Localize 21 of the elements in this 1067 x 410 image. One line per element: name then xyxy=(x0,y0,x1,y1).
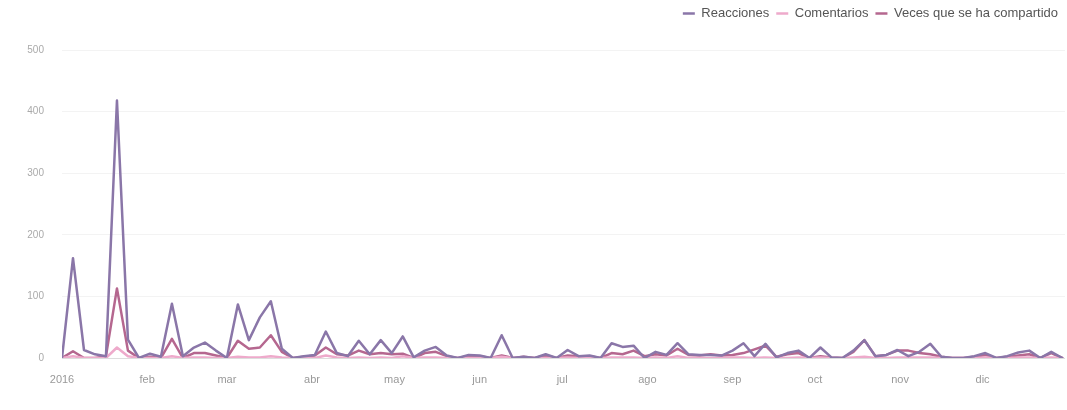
x-tick-label: feb xyxy=(139,372,155,385)
y-tick-label: 500 xyxy=(27,43,45,55)
y-tick-label: 100 xyxy=(27,290,45,302)
x-tick-label: mar xyxy=(217,372,237,385)
x-tick-label: oct xyxy=(807,372,823,385)
x-tick-label: jul xyxy=(555,372,568,385)
y-tick-label: 300 xyxy=(27,166,45,178)
x-tick-label: dic xyxy=(975,372,991,385)
y-tick-label: 0 xyxy=(38,351,45,363)
x-tick-label: abr xyxy=(304,372,321,385)
legend-label: Veces que se ha compartido xyxy=(893,5,1059,21)
legend-label: Comentarios xyxy=(794,5,869,21)
x-tick-label: sep xyxy=(723,372,742,385)
x-tick-label: ago xyxy=(638,372,657,385)
x-tick-label: may xyxy=(384,372,406,385)
legend-label: Reacciones xyxy=(701,5,770,21)
y-tick-label: 400 xyxy=(27,105,45,117)
x-tick-label: 2016 xyxy=(49,372,75,385)
y-tick-label: 200 xyxy=(27,228,45,240)
x-tick-label: nov xyxy=(891,372,910,385)
x-tick-label: jun xyxy=(471,372,488,385)
